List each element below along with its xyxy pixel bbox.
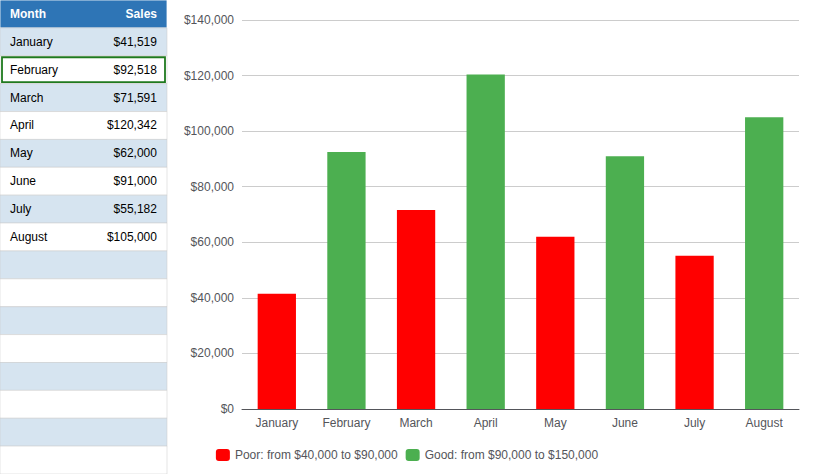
svg-text:February: February [322,416,370,430]
svg-text:Month: Month [10,7,46,21]
svg-text:March: March [399,416,432,430]
svg-text:$71,591: $71,591 [114,91,158,105]
svg-text:$40,000: $40,000 [191,291,235,305]
svg-text:$41,519: $41,519 [114,35,158,49]
svg-text:Sales: Sales [126,7,158,21]
svg-text:$120,342: $120,342 [107,118,157,132]
svg-text:February: February [10,63,58,77]
svg-text:June: June [612,416,638,430]
svg-text:$60,000: $60,000 [191,235,235,249]
svg-text:May: May [10,146,33,160]
svg-text:$80,000: $80,000 [191,180,235,194]
svg-text:April: April [474,416,498,430]
svg-text:$120,000: $120,000 [184,69,234,83]
svg-text:$91,000: $91,000 [114,174,158,188]
svg-text:March: March [10,91,43,105]
svg-text:$20,000: $20,000 [191,346,235,360]
svg-text:June: June [10,174,36,188]
svg-text:Poor: from $40,000 to $90,000: Poor: from $40,000 to $90,000 [235,448,398,462]
svg-text:$92,518: $92,518 [114,63,158,77]
svg-text:January: January [255,416,298,430]
svg-text:$105,000: $105,000 [107,230,157,244]
svg-text:July: July [684,416,705,430]
svg-text:$140,000: $140,000 [184,13,234,27]
svg-text:January: January [10,35,53,49]
svg-text:Good: from $90,000 to $150,000: Good: from $90,000 to $150,000 [425,448,599,462]
svg-text:$100,000: $100,000 [184,124,234,138]
svg-text:April: April [10,118,34,132]
svg-text:July: July [10,202,31,216]
svg-text:August: August [10,230,48,244]
svg-text:$62,000: $62,000 [114,146,158,160]
svg-text:May: May [544,416,567,430]
svg-text:$55,182: $55,182 [114,202,158,216]
svg-text:August: August [746,416,784,430]
svg-text:$0: $0 [221,402,235,416]
